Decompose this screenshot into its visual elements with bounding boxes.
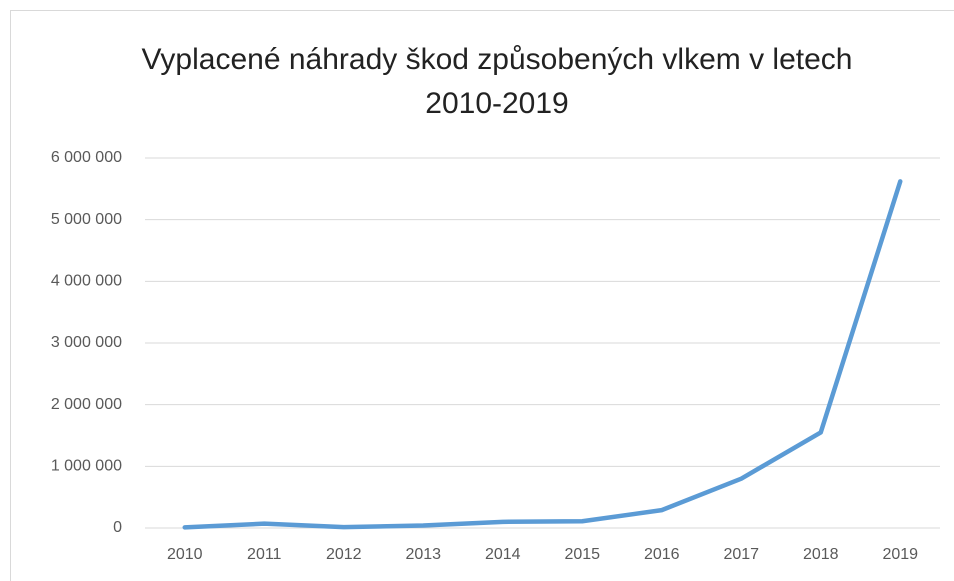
x-tick-label: 2015	[564, 546, 600, 563]
y-tick-label: 0	[113, 519, 122, 536]
x-tick-label: 2018	[803, 546, 839, 563]
data-line	[182, 179, 903, 530]
y-tick-label: 5 000 000	[51, 211, 122, 228]
x-tick-label: 2011	[247, 546, 282, 563]
x-tick-label: 2016	[644, 546, 680, 563]
x-tick-label: 2019	[882, 546, 918, 563]
chart-title: Vyplacené náhrady škod způsobených vlkem…	[141, 43, 853, 120]
x-tick-label: 2017	[723, 546, 759, 563]
chart-border	[10, 10, 954, 581]
x-tick-label: 2012	[326, 546, 362, 563]
x-tick-label: 2010	[167, 546, 203, 563]
x-tick-label: 2014	[485, 546, 521, 563]
y-tick-label: 6 000 000	[51, 149, 122, 166]
y-tick-label: 4 000 000	[51, 273, 122, 290]
x-tick-label: 2013	[405, 546, 441, 563]
y-tick-label: 2 000 000	[51, 396, 122, 413]
y-tick-label: 1 000 000	[51, 458, 122, 475]
y-tick-label: 3 000 000	[51, 334, 122, 351]
